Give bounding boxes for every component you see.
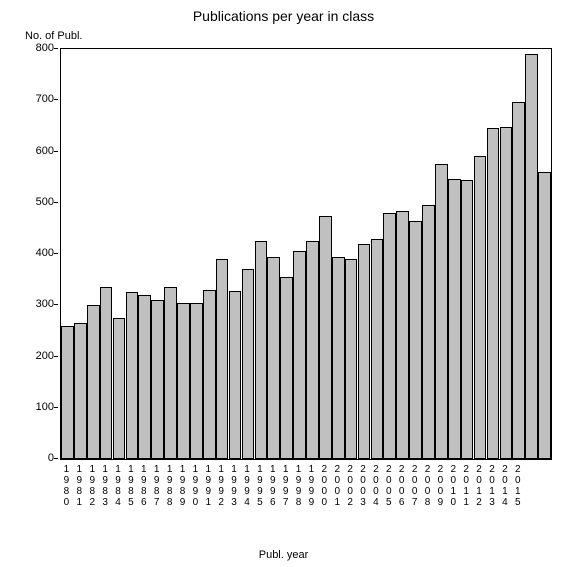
x-tick-label: 2009 — [435, 464, 445, 508]
y-tick-label: 600 — [4, 145, 54, 157]
bar — [242, 269, 255, 459]
bar — [396, 211, 409, 459]
y-tick-label: 100 — [4, 401, 54, 413]
y-tick-label: 500 — [4, 196, 54, 208]
x-tick-label: 2010 — [448, 464, 458, 508]
plot-area — [60, 48, 552, 460]
bar — [512, 102, 525, 459]
x-tick-label: 2003 — [358, 464, 368, 508]
y-ticks: 0100200300400500600700800 — [0, 48, 58, 458]
x-tick-label: 1993 — [229, 464, 239, 508]
x-tick-label: 1981 — [74, 464, 84, 508]
bar — [280, 277, 293, 459]
bar — [474, 156, 487, 459]
y-tick-label: 0 — [4, 452, 54, 464]
y-axis-title: No. of Publ. — [25, 30, 82, 42]
bar — [409, 221, 422, 459]
y-tick-label: 700 — [4, 93, 54, 105]
x-tick-label: 1985 — [126, 464, 136, 508]
bar — [422, 205, 435, 459]
bars-group — [61, 49, 551, 459]
bar — [138, 295, 151, 459]
bar — [306, 241, 319, 459]
bar — [100, 287, 113, 459]
y-tick-label: 400 — [4, 247, 54, 259]
bar — [255, 241, 268, 459]
x-tick-label: 2014 — [500, 464, 510, 508]
x-tick-label: 2015 — [513, 464, 523, 508]
bar — [177, 303, 190, 459]
x-tick-label: 1987 — [152, 464, 162, 508]
chart-container: Publications per year in class No. of Pu… — [0, 0, 567, 567]
x-tick-label: 2006 — [397, 464, 407, 508]
bar — [190, 303, 203, 459]
x-tick-label: 2012 — [474, 464, 484, 508]
bar — [74, 323, 87, 459]
x-tick-label: 2011 — [461, 464, 471, 508]
x-tick-label: 1992 — [216, 464, 226, 508]
bar — [126, 292, 139, 459]
x-tick-label: 2008 — [423, 464, 433, 508]
x-tick-label: 1991 — [203, 464, 213, 508]
bar — [538, 172, 551, 459]
bar — [525, 54, 538, 459]
bar — [461, 180, 474, 459]
x-tick-label: 1996 — [268, 464, 278, 508]
bar — [151, 300, 164, 459]
bar — [500, 127, 513, 459]
x-tick-label: 1998 — [294, 464, 304, 508]
bar — [358, 244, 371, 459]
x-tick-label: 1995 — [255, 464, 265, 508]
bar — [435, 164, 448, 459]
x-tick-label: 2000 — [319, 464, 329, 508]
bar — [487, 128, 500, 459]
x-tick-label: 1994 — [242, 464, 252, 508]
bar — [345, 259, 358, 459]
x-tick-label: 2013 — [487, 464, 497, 508]
y-tick-label: 300 — [4, 298, 54, 310]
y-tick-label: 200 — [4, 350, 54, 362]
x-tick-label: 2001 — [332, 464, 342, 508]
x-tick-label: 1980 — [61, 464, 71, 508]
x-tick-label: 1982 — [87, 464, 97, 508]
x-tick-label: 1990 — [190, 464, 200, 508]
bar — [319, 216, 332, 459]
x-tick-label: 1988 — [165, 464, 175, 508]
x-axis-title: Publ. year — [0, 549, 567, 561]
y-tick-label: 800 — [4, 42, 54, 54]
x-tick-label: 1984 — [113, 464, 123, 508]
bar — [293, 251, 306, 459]
x-tick-label: 1986 — [139, 464, 149, 508]
bar — [332, 257, 345, 459]
x-tick-label: 1999 — [306, 464, 316, 508]
x-tick-label: 2002 — [345, 464, 355, 508]
x-tick-label: 2007 — [410, 464, 420, 508]
x-tick-label: 1983 — [100, 464, 110, 508]
bar — [229, 291, 242, 459]
bar — [113, 318, 126, 459]
bar — [371, 239, 384, 459]
x-tick-label: 1997 — [281, 464, 291, 508]
x-ticks: 1980198119821983198419851986198719881989… — [60, 460, 550, 530]
x-tick-label: 1989 — [178, 464, 188, 508]
bar — [203, 290, 216, 459]
chart-title: Publications per year in class — [0, 8, 567, 24]
x-tick-label: 2005 — [384, 464, 394, 508]
x-tick-label: 2004 — [371, 464, 381, 508]
bar — [164, 287, 177, 459]
bar — [61, 326, 74, 459]
bar — [448, 179, 461, 459]
bar — [267, 257, 280, 459]
bar — [87, 305, 100, 459]
bar — [216, 259, 229, 459]
bar — [383, 213, 396, 459]
